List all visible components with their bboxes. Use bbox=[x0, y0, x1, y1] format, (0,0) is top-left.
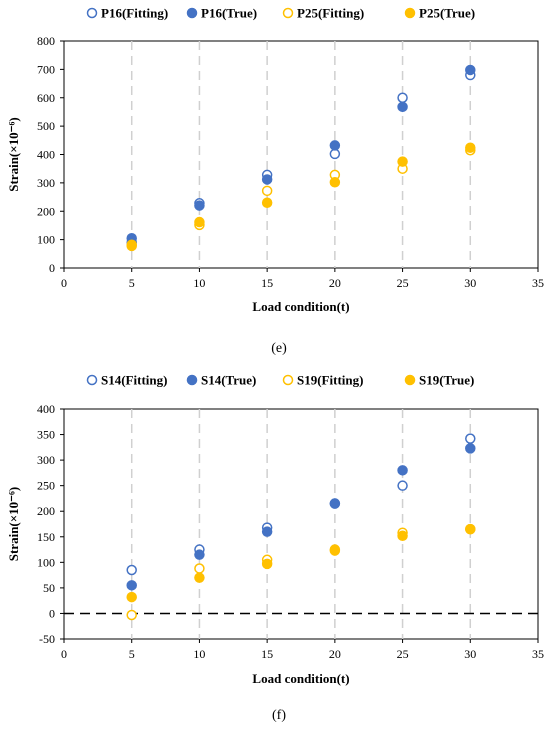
data-point-s19-true bbox=[261, 558, 273, 570]
legend-label: P16(True) bbox=[201, 6, 257, 21]
legend-label: P25(True) bbox=[419, 6, 475, 21]
x-tick-label: 15 bbox=[261, 647, 273, 661]
x-tick-label: 35 bbox=[532, 276, 544, 290]
y-tick-label: 400 bbox=[37, 148, 55, 162]
data-point-s19-true bbox=[329, 545, 341, 556]
data-point-s14-fitting bbox=[397, 480, 408, 491]
data-point-s19-fitting bbox=[126, 609, 137, 621]
y-tick-label: -50 bbox=[39, 632, 55, 646]
data-point-s14-true bbox=[194, 549, 205, 560]
y-tick-label: 200 bbox=[37, 204, 55, 218]
legend-label: S14(True) bbox=[201, 373, 256, 388]
data-point-p16-true bbox=[465, 64, 476, 76]
x-tick-label: 5 bbox=[129, 276, 135, 290]
plot-frame bbox=[63, 408, 539, 640]
x-tick-label: 30 bbox=[464, 276, 476, 290]
chart-panel-2: 0 5 10 15 20 25 30 35 -50 0 50 100 150 200 250 300 350 40… bbox=[6, 373, 544, 724]
data-point-p16-fitting bbox=[397, 92, 408, 103]
legend-marker bbox=[404, 374, 416, 386]
data-point-s19-fitting bbox=[194, 563, 205, 574]
y-tick-label: 200 bbox=[37, 504, 55, 518]
legend-label: S19(Fitting) bbox=[297, 373, 363, 388]
y-tick-label: 300 bbox=[37, 453, 55, 467]
x-axis-title: Load condition(t) bbox=[252, 671, 349, 686]
x-tick-label: 25 bbox=[397, 647, 409, 661]
legend-label: S14(Fitting) bbox=[101, 373, 167, 388]
y-tick-label: 700 bbox=[37, 62, 55, 76]
y-tick-label: 500 bbox=[37, 119, 55, 133]
x-tick-label: 25 bbox=[397, 276, 409, 290]
y-tick-label: 800 bbox=[37, 34, 55, 48]
x-tick-label: 0 bbox=[61, 647, 67, 661]
data-point-s14-fitting bbox=[126, 564, 137, 576]
x-tick-label: 20 bbox=[329, 276, 341, 290]
data-point-s14-true bbox=[397, 465, 408, 476]
data-point-p25-true bbox=[261, 197, 273, 208]
data-point-p16-true bbox=[194, 200, 205, 211]
x-tick-label: 5 bbox=[129, 647, 135, 661]
data-point-p16-true bbox=[329, 140, 341, 151]
data-point-s19-true bbox=[397, 530, 408, 542]
legend-marker bbox=[186, 374, 198, 386]
data-point-p16-fitting bbox=[329, 148, 341, 160]
legend-marker bbox=[282, 374, 294, 386]
y-tick-label: 100 bbox=[37, 233, 55, 247]
legend-label: P25(Fitting) bbox=[297, 6, 364, 21]
data-point-p16-true bbox=[261, 174, 273, 185]
x-axis-title: Load condition(t) bbox=[252, 299, 349, 314]
data-point-s19-true bbox=[194, 572, 205, 583]
y-tick-label: 400 bbox=[37, 402, 55, 416]
x-tick-label: 10 bbox=[193, 647, 205, 661]
legend-marker bbox=[186, 7, 198, 19]
legend-marker bbox=[282, 7, 294, 19]
y-tick-label: 0 bbox=[49, 606, 55, 620]
data-point-p16-true bbox=[397, 101, 408, 113]
y-tick-label: 600 bbox=[37, 91, 55, 105]
data-point-s19-true bbox=[126, 591, 137, 603]
panel-label: (f) bbox=[272, 708, 286, 723]
data-point-p25-true bbox=[329, 177, 341, 188]
x-tick-label: 10 bbox=[193, 276, 205, 290]
data-point-s14-true bbox=[261, 526, 273, 537]
y-tick-label: 150 bbox=[37, 530, 55, 544]
y-tick-label: 0 bbox=[49, 261, 55, 275]
data-point-p25-true bbox=[126, 240, 137, 252]
x-tick-label: 30 bbox=[464, 647, 476, 661]
legend-label: P16(Fitting) bbox=[101, 6, 168, 21]
legend-label: S19(True) bbox=[419, 373, 474, 388]
data-point-s14-fitting bbox=[465, 433, 476, 444]
x-tick-label: 15 bbox=[261, 276, 273, 290]
panel-label: (e) bbox=[271, 341, 287, 356]
x-tick-label: 0 bbox=[61, 276, 67, 290]
y-axis-title: Strain(×10⁻⁶) bbox=[6, 117, 21, 192]
data-point-s19-true bbox=[465, 523, 476, 535]
y-axis-title: Strain(×10⁻⁶) bbox=[6, 487, 21, 562]
legend-marker bbox=[86, 374, 98, 386]
legend-marker bbox=[86, 7, 98, 19]
chart-panel-1: 0 5 10 15 20 25 30 35 0 100 200 300 400 500 600 700 800 L… bbox=[6, 6, 544, 357]
x-tick-label: 20 bbox=[329, 647, 341, 661]
data-point-p25-true bbox=[397, 156, 408, 167]
y-tick-label: 50 bbox=[43, 581, 55, 595]
y-tick-label: 350 bbox=[37, 428, 55, 442]
data-point-s14-true bbox=[465, 443, 476, 454]
legend-marker bbox=[404, 7, 416, 19]
y-tick-label: 250 bbox=[37, 479, 55, 493]
x-tick-label: 35 bbox=[532, 647, 544, 661]
data-point-s14-true bbox=[126, 580, 137, 591]
y-tick-label: 300 bbox=[37, 176, 55, 190]
data-point-p25-true bbox=[465, 142, 476, 153]
data-point-s14-true bbox=[329, 498, 341, 509]
data-point-p25-true bbox=[194, 216, 205, 228]
data-point-p25-fitting bbox=[261, 185, 273, 197]
y-tick-label: 100 bbox=[37, 555, 55, 569]
